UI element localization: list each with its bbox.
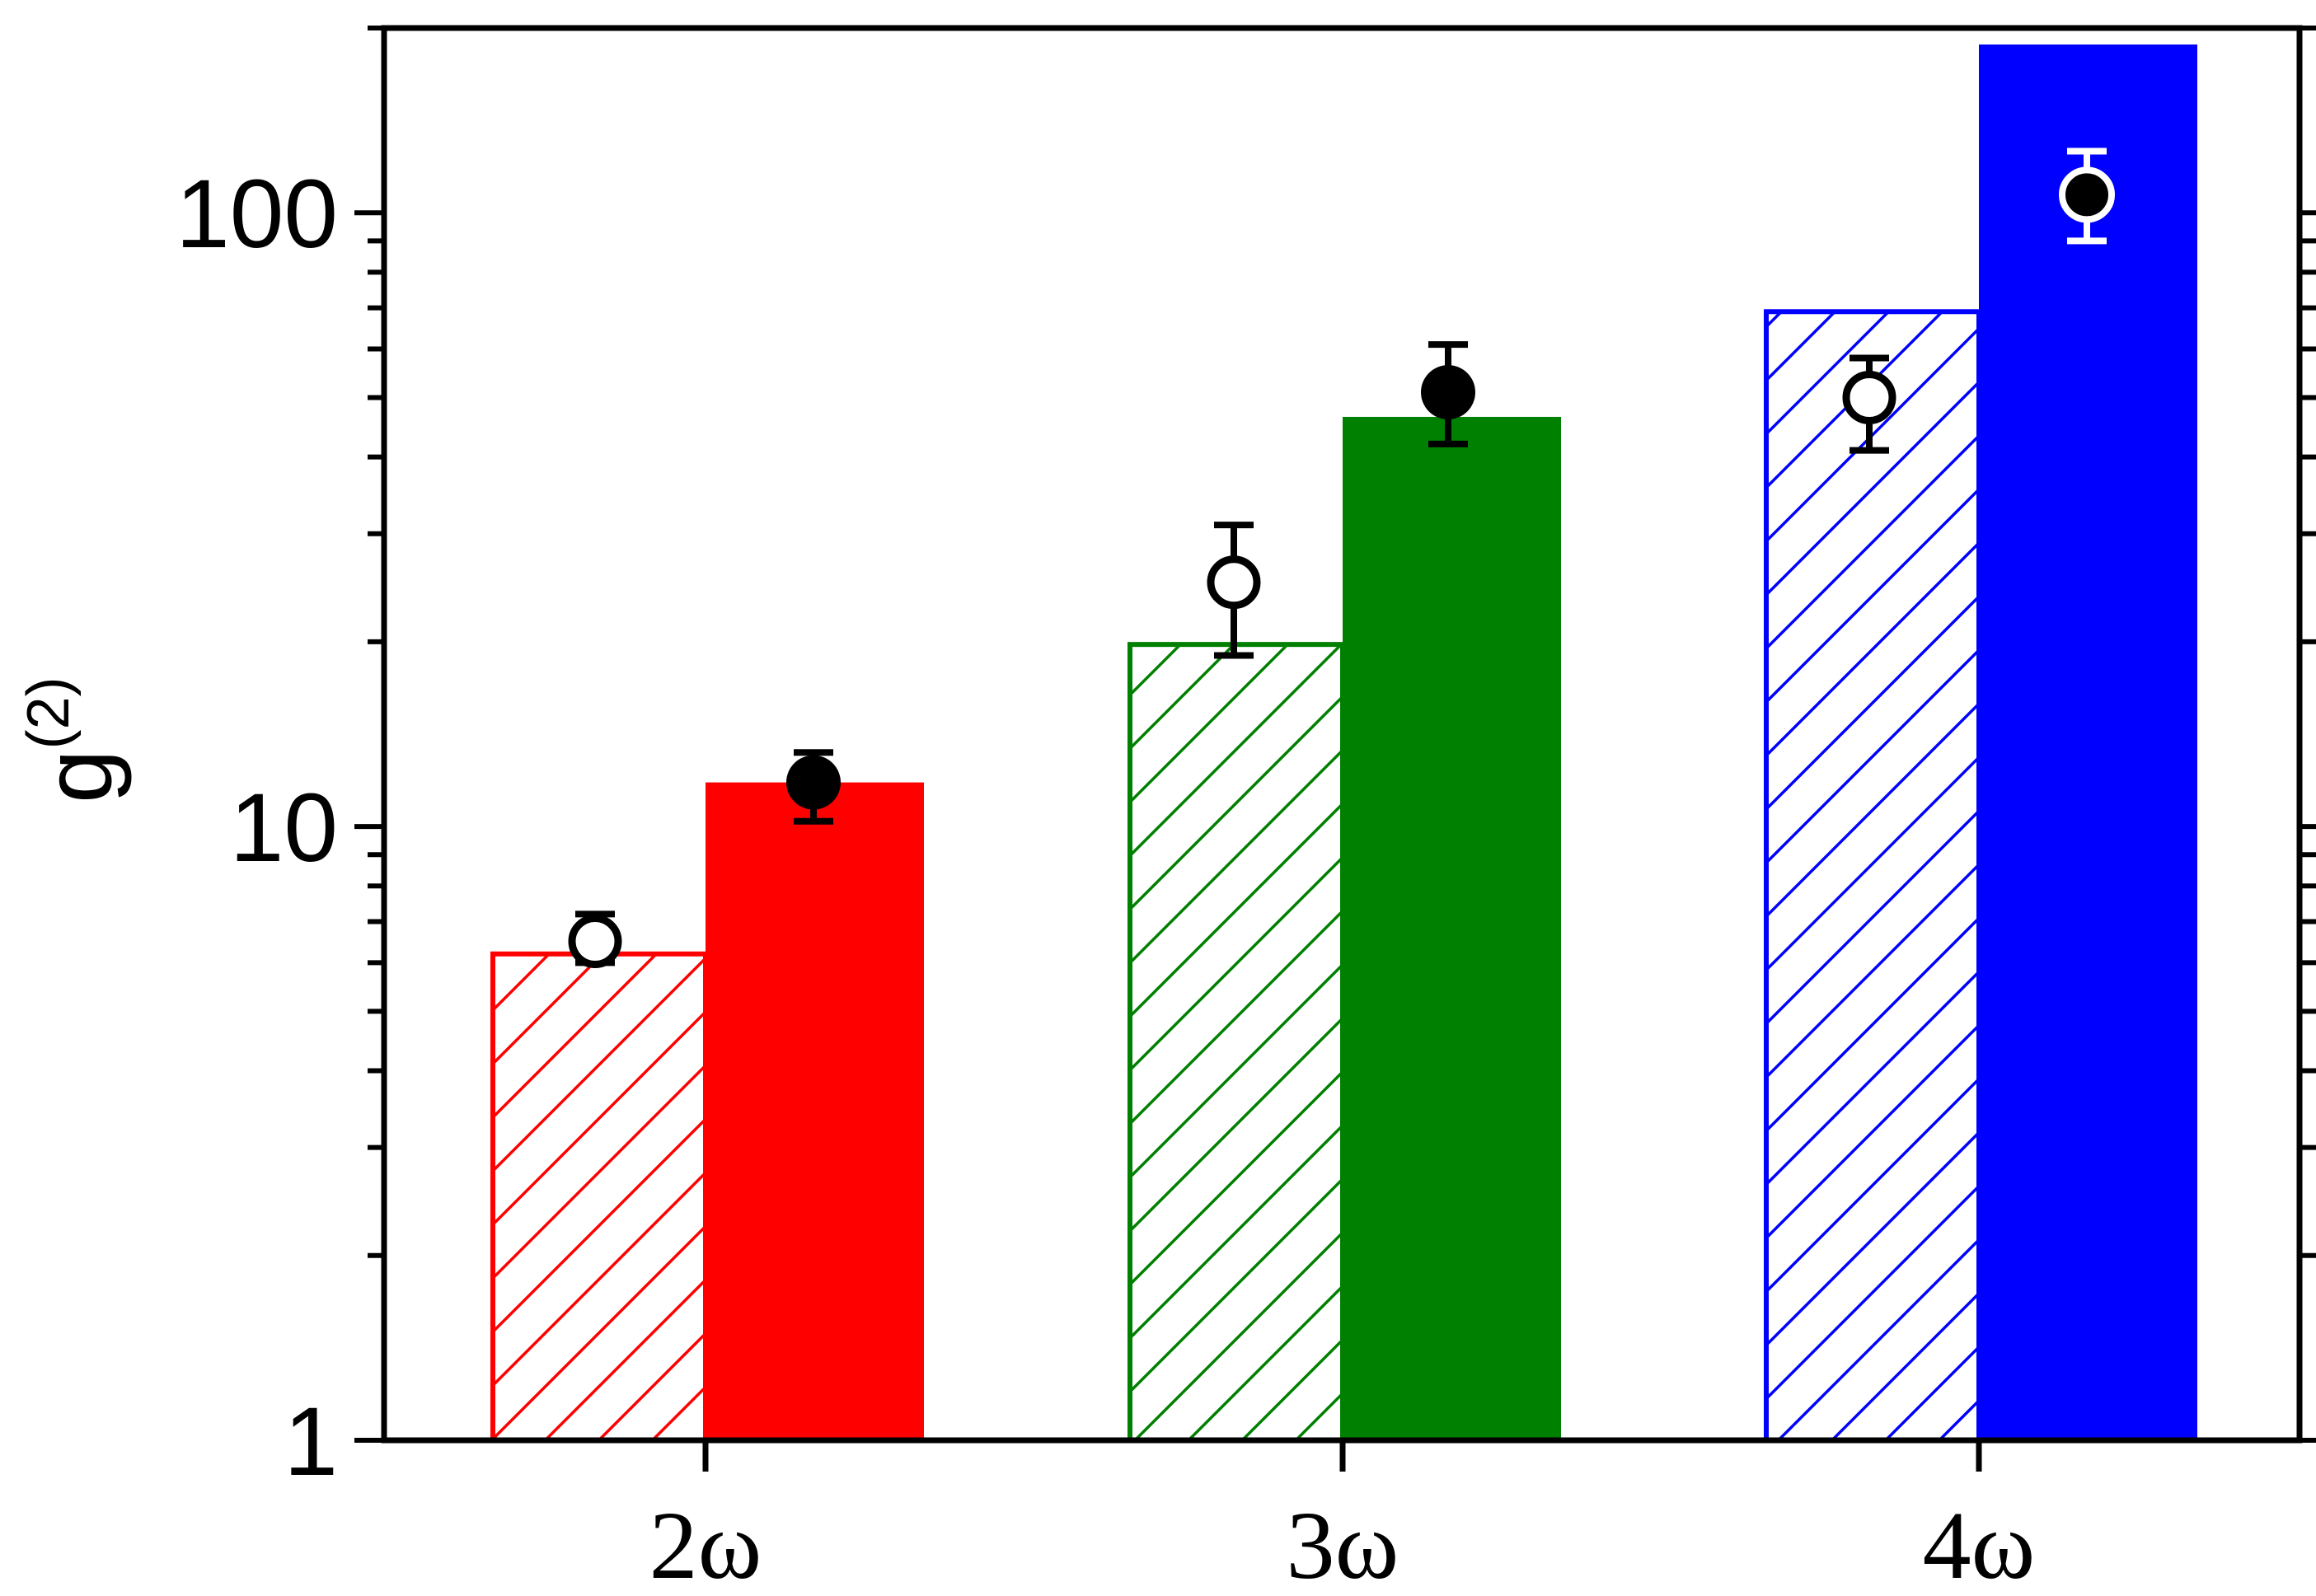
data-point-open	[568, 914, 622, 968]
x-tick-label: 4ω	[1923, 1491, 2036, 1596]
data-point-filled	[2059, 166, 2115, 223]
data-point-filled	[1421, 365, 1475, 420]
y-tick-label: 100	[176, 160, 338, 269]
data-point-open	[1842, 370, 1896, 424]
bar-solid-2w	[706, 782, 924, 1440]
x-tick-label: 2ω	[649, 1491, 762, 1596]
y-axis-title: g(2)	[16, 676, 133, 803]
bar-hatched-4w	[1764, 309, 1981, 1443]
points-layer	[568, 147, 2115, 968]
data-point-open	[1207, 555, 1261, 610]
y-axis-title-superscript: (2)	[16, 676, 82, 749]
bar-hatched-2w	[490, 951, 708, 1443]
labels-layer: 2ω 3ω 4ω 1 10 100	[176, 160, 2035, 1596]
bar-solid-4w	[1979, 44, 2197, 1441]
y-axis-title-main: g	[24, 749, 133, 803]
bar-hatched-3w	[1128, 642, 1345, 1443]
data-point-filled	[786, 755, 841, 810]
x-tick-label: 3ω	[1287, 1491, 1399, 1596]
bar-solid-3w	[1343, 416, 1561, 1440]
ticks-layer	[354, 26, 2316, 1472]
y-tick-label: 1	[284, 1388, 338, 1496]
bars-layer	[490, 44, 2197, 1443]
y-tick-label: 10	[230, 774, 338, 882]
